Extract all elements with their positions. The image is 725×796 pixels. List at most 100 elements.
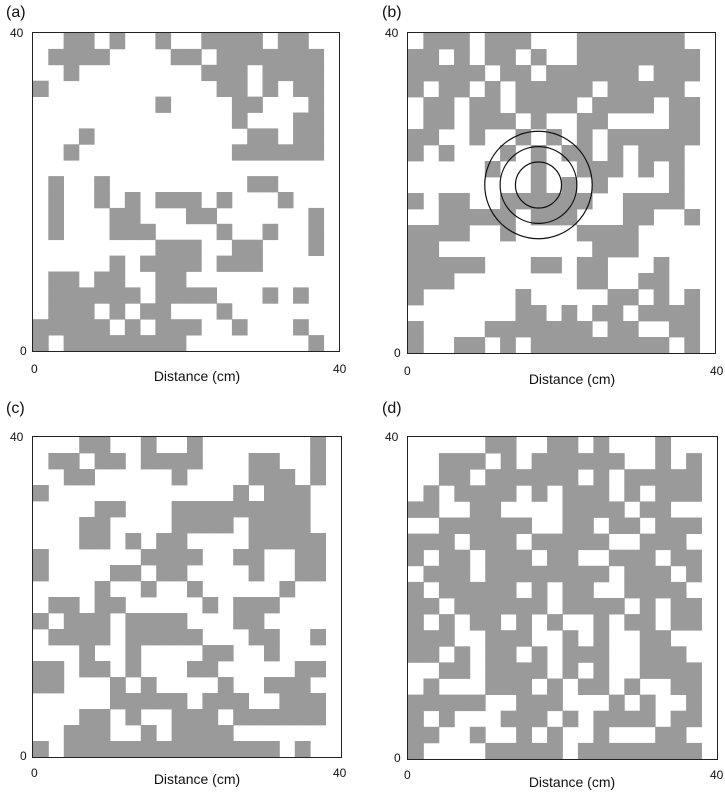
occupied-cell bbox=[294, 677, 311, 694]
occupied-cell bbox=[231, 96, 248, 113]
occupied-cell bbox=[547, 694, 563, 712]
occupied-cell bbox=[639, 469, 656, 486]
occupied-cell bbox=[233, 485, 249, 502]
occupied-cell bbox=[686, 549, 702, 567]
occupied-cell bbox=[546, 257, 562, 274]
occupied-cell bbox=[110, 693, 126, 710]
occupied-cell bbox=[155, 192, 172, 209]
occupied-cell bbox=[561, 145, 578, 162]
occupied-cell bbox=[684, 305, 701, 322]
occupied-cell bbox=[140, 693, 157, 710]
occupied-cell bbox=[48, 223, 64, 241]
occupied-cell bbox=[94, 271, 110, 288]
occupied-cell bbox=[408, 49, 424, 66]
occupied-cell bbox=[622, 209, 639, 226]
occupied-cell bbox=[622, 321, 639, 338]
occupied-cell bbox=[231, 80, 248, 97]
occupied-cell bbox=[125, 645, 142, 662]
occupied-cell bbox=[686, 662, 702, 679]
x-tick-end: 40 bbox=[333, 362, 347, 376]
occupied-cell bbox=[308, 96, 325, 113]
occupied-cell bbox=[63, 629, 80, 646]
occupied-cell bbox=[247, 255, 263, 272]
occupied-cell bbox=[547, 469, 563, 486]
occupied-cell bbox=[293, 319, 309, 336]
occupied-cell bbox=[217, 501, 234, 518]
occupied-cell bbox=[484, 113, 501, 130]
occupied-cell bbox=[125, 693, 142, 710]
occupied-cell bbox=[608, 694, 625, 712]
grid-svg bbox=[33, 33, 325, 351]
occupied-cell bbox=[63, 144, 80, 161]
occupied-cell bbox=[293, 80, 309, 97]
x-tick-origin: 0 bbox=[31, 362, 38, 376]
occupied-cell bbox=[247, 128, 263, 145]
occupied-cell bbox=[156, 565, 172, 582]
occupied-cell bbox=[624, 581, 641, 599]
occupied-cell bbox=[624, 517, 641, 534]
occupied-cell bbox=[310, 549, 326, 566]
occupied-cell bbox=[686, 614, 702, 631]
occupied-cell bbox=[308, 207, 325, 225]
occupied-cell bbox=[484, 49, 501, 66]
y-tick-origin: 0 bbox=[20, 749, 27, 763]
occupied-cell bbox=[94, 501, 111, 518]
occupied-cell bbox=[171, 693, 188, 710]
occupied-cell bbox=[546, 337, 562, 353]
occupied-cell bbox=[638, 129, 654, 146]
occupied-cell bbox=[454, 581, 471, 599]
occupied-cell bbox=[294, 565, 311, 582]
occupied-cell bbox=[684, 49, 701, 66]
occupied-cell bbox=[593, 742, 610, 759]
occupied-cell bbox=[264, 469, 280, 486]
occupied-cell bbox=[94, 437, 111, 454]
occupied-cell bbox=[264, 741, 280, 757]
occupied-cell bbox=[515, 289, 532, 306]
occupied-cell bbox=[469, 501, 486, 518]
occupied-cell bbox=[438, 257, 455, 274]
occupied-cell bbox=[607, 97, 624, 114]
occupied-cell bbox=[186, 48, 202, 66]
occupied-cell bbox=[124, 223, 141, 241]
occupied-cell bbox=[639, 694, 656, 712]
occupied-cell bbox=[33, 319, 49, 336]
occupied-cell bbox=[408, 321, 424, 338]
occupied-cell bbox=[438, 209, 455, 226]
occupied-cell bbox=[608, 742, 625, 759]
occupied-cell bbox=[655, 646, 672, 663]
occupied-cell bbox=[423, 65, 440, 82]
occupied-cell bbox=[63, 335, 80, 351]
occupied-cell bbox=[670, 646, 687, 663]
occupied-cell bbox=[593, 469, 610, 486]
occupied-cell bbox=[79, 629, 95, 646]
occupied-cell bbox=[454, 81, 470, 98]
occupied-cell bbox=[308, 335, 325, 351]
occupied-cell bbox=[310, 533, 326, 550]
occupied-cell bbox=[170, 335, 187, 351]
occupied-cell bbox=[216, 255, 233, 272]
occupied-cell bbox=[408, 225, 424, 242]
occupied-cell bbox=[33, 741, 49, 757]
occupied-cell bbox=[531, 646, 548, 663]
occupied-cell bbox=[110, 677, 126, 694]
occupied-cell bbox=[638, 161, 654, 178]
occupied-cell bbox=[248, 501, 265, 518]
occupied-cell bbox=[622, 33, 639, 50]
occupied-cell bbox=[233, 597, 249, 614]
occupied-cell bbox=[171, 613, 188, 630]
occupied-cell bbox=[500, 662, 517, 679]
occupied-cell bbox=[668, 177, 685, 194]
occupied-cell bbox=[530, 209, 547, 226]
occupied-cell bbox=[262, 48, 279, 66]
occupied-cell bbox=[454, 549, 471, 567]
occupied-cell bbox=[140, 549, 157, 566]
occupied-cell bbox=[124, 207, 141, 225]
occupied-cell bbox=[607, 337, 624, 353]
occupied-cell bbox=[670, 678, 687, 695]
occupied-cell bbox=[233, 501, 249, 518]
occupied-cell bbox=[670, 485, 687, 502]
occupied-cell bbox=[33, 677, 49, 694]
occupied-cell bbox=[438, 33, 455, 50]
occupied-cell bbox=[516, 630, 532, 647]
occupied-cell bbox=[202, 741, 219, 757]
